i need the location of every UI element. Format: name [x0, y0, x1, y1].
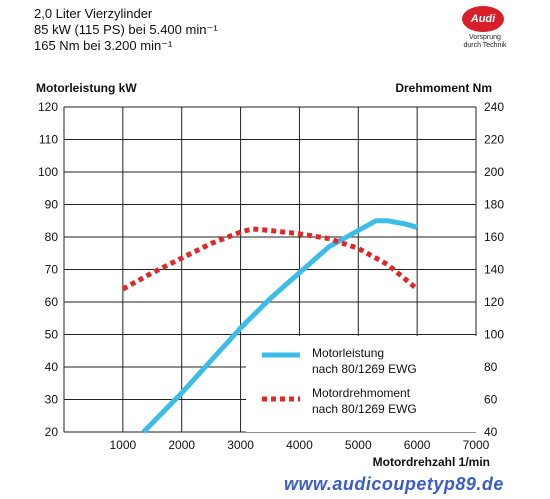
- audi-oval-icon: Audi: [462, 6, 504, 32]
- y-right-tick-label: 40: [484, 425, 498, 439]
- y-left-tick-label: 100: [38, 165, 58, 179]
- y-right-tick-label: 60: [484, 393, 498, 407]
- y-right-tick-label: 140: [484, 263, 504, 277]
- y-right-tick-label: 240: [484, 100, 504, 114]
- legend-box: [246, 336, 478, 432]
- engine-spec-header: 2,0 Liter Vierzylinder 85 kW (115 PS) be…: [34, 6, 218, 54]
- y-left-tick-label: 50: [45, 328, 59, 342]
- y-left-tick-label: 40: [45, 360, 59, 374]
- x-tick-label: 2000: [168, 438, 195, 452]
- y-left-tick-label: 110: [39, 133, 58, 147]
- y-left-tick-label: 20: [45, 425, 59, 439]
- audi-logo: Audi Vorsprung durch Technik: [452, 4, 522, 56]
- spec-line-power: 85 kW (115 PS) bei 5.400 min⁻¹: [34, 22, 218, 37]
- x-tick-label: 7000: [463, 438, 490, 452]
- y-right-tick-label: 120: [484, 295, 504, 309]
- logo-slogan-line1: Vorsprung: [469, 34, 501, 41]
- y-left-tick-label: 30: [45, 393, 59, 407]
- spec-line-torque: 165 Nm bei 3.200 min⁻¹: [34, 38, 173, 53]
- y-right-tick-label: 100: [484, 328, 504, 342]
- logo-slogan: Vorsprung durch Technik: [452, 34, 518, 50]
- x-tick-label: 5000: [345, 438, 372, 452]
- logo-slogan-line2: durch Technik: [463, 42, 507, 49]
- y-right-tick-label: 160: [484, 230, 504, 244]
- legend-label-torque-line2: nach 80/1269 EWG: [312, 402, 417, 416]
- legend-label-power-line2: nach 80/1269 EWG: [312, 362, 417, 376]
- y-right-tick-label: 200: [484, 165, 504, 179]
- y-right-tick-label: 180: [484, 198, 504, 212]
- y-left-tick-label: 90: [45, 198, 59, 212]
- y-right-tick-label: 80: [484, 360, 498, 374]
- x-tick-label: 6000: [404, 438, 431, 452]
- y-left-tick-label: 80: [45, 230, 59, 244]
- spec-line-engine: 2,0 Liter Vierzylinder: [34, 6, 153, 21]
- x-tick-label: 4000: [286, 438, 313, 452]
- power-curve: [141, 218, 418, 434]
- y-right-tick-label: 220: [484, 133, 504, 147]
- legend-label-torque-line1: Motordrehmoment: [312, 386, 411, 400]
- watermark: www.audicoupetyp89.de: [284, 474, 504, 494]
- y-left-tick-label: 60: [45, 295, 59, 309]
- y-right-axis-title: Drehmoment Nm: [395, 81, 492, 95]
- x-tick-label: 3000: [227, 438, 254, 452]
- y-left-axis-title: Motorleistung kW: [36, 81, 137, 95]
- y-left-tick-label: 70: [45, 263, 59, 277]
- x-axis-title: Motordrehzahl 1/min: [373, 455, 490, 469]
- x-tick-label: 1000: [110, 438, 137, 452]
- y-left-tick-label: 120: [38, 100, 58, 114]
- legend-label-power-line1: Motorleistung: [312, 346, 384, 360]
- torque-curve: [121, 226, 419, 292]
